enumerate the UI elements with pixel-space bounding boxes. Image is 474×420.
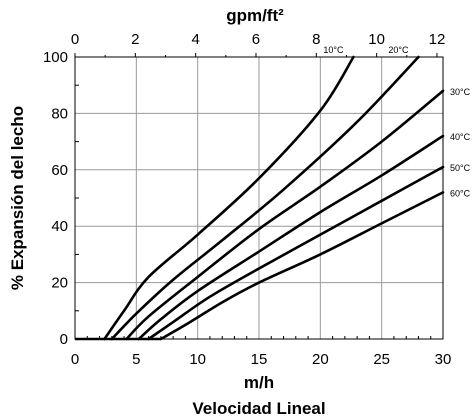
x-top-tick-label: 12: [429, 31, 446, 48]
x-bottom-axis-title: m/h: [244, 373, 274, 392]
x-bottom-tick-label: 15: [251, 351, 268, 368]
x-bottom-tick-label: 30: [435, 351, 452, 368]
series-label: 50°C: [450, 163, 471, 173]
x-bottom-tick-label: 20: [312, 351, 329, 368]
x-top-tick-label: 2: [131, 31, 139, 48]
y-tick-label: 60: [51, 162, 68, 179]
x-top-axis-title: gpm/ft²: [226, 6, 284, 25]
series-label: 40°C: [450, 132, 471, 142]
y-tick-label: 80: [51, 105, 68, 122]
x-top-tick-label: 4: [191, 31, 199, 48]
x-top-tick-label: 0: [71, 31, 79, 48]
grid-lines: [75, 57, 443, 339]
tick-marks: [74, 53, 438, 339]
series-label: 60°C: [450, 188, 471, 198]
y-tick-label: 100: [43, 49, 68, 66]
series-line: [103, 55, 355, 341]
y-tick-label: 0: [60, 331, 68, 348]
x-bottom-tick-label: 0: [71, 351, 79, 368]
series-curves: [75, 55, 445, 341]
series-label: 30°C: [450, 87, 471, 97]
x-top-tick-label: 6: [252, 31, 260, 48]
y-tick-label: 20: [51, 275, 68, 292]
x-top-tick-label: 8: [312, 31, 320, 48]
series-line: [159, 191, 445, 341]
series-label: 20°C: [388, 45, 409, 55]
series-labels: 10°C 20°C 30°C 40°C 50°C 60°C: [323, 45, 470, 198]
x-axis-caption: Velocidad Lineal: [192, 399, 325, 418]
x-top-tick-label: 10: [368, 31, 385, 48]
y-axis-title: % Expansión del lecho: [8, 106, 27, 290]
series-line: [137, 134, 445, 341]
series-line: [125, 89, 445, 341]
series-label: 10°C: [323, 45, 344, 55]
x-bottom-tick-label: 5: [132, 351, 140, 368]
x-bottom-tick-label: 25: [373, 351, 390, 368]
series-line: [147, 165, 445, 341]
y-tick-label: 40: [51, 218, 68, 235]
x-bottom-tick-label: 10: [189, 351, 206, 368]
series-line: [110, 55, 420, 341]
